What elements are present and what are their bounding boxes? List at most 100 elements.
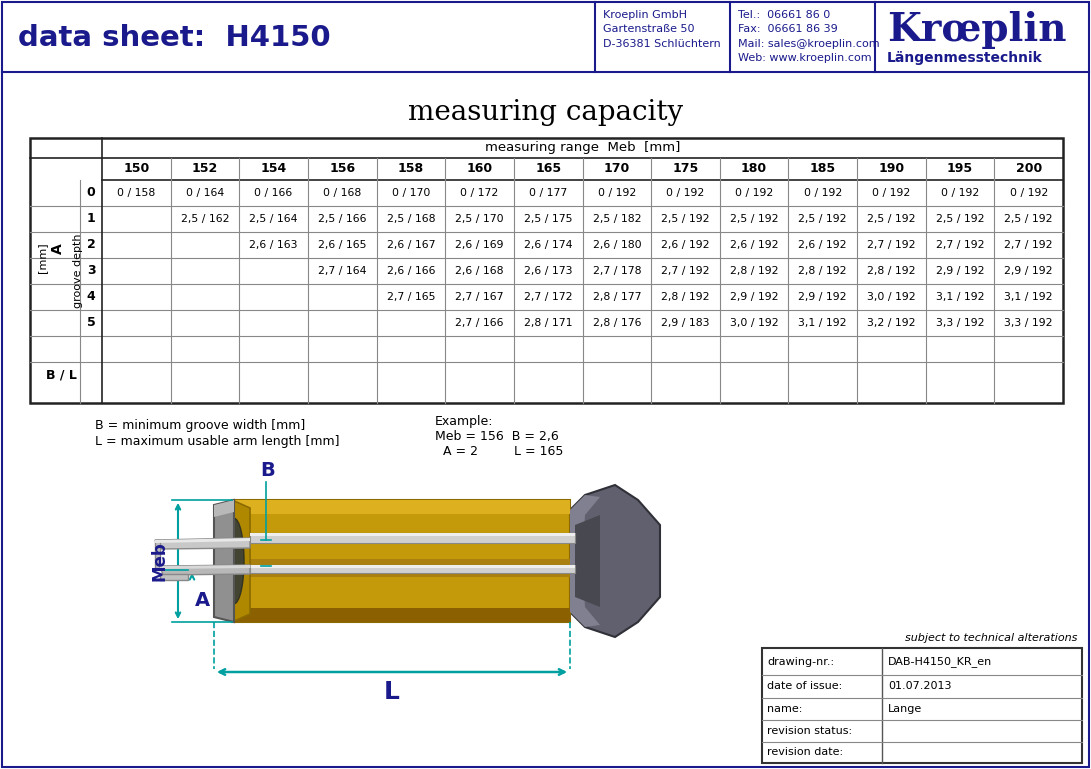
- Polygon shape: [155, 538, 250, 543]
- Text: 154: 154: [261, 162, 287, 175]
- Text: 2,8 / 192: 2,8 / 192: [730, 266, 778, 276]
- Text: 2,7 / 192: 2,7 / 192: [936, 240, 984, 250]
- Text: subject to technical alterations: subject to technical alterations: [904, 633, 1077, 643]
- Text: 2,5 / 192: 2,5 / 192: [799, 214, 847, 224]
- Text: 175: 175: [672, 162, 698, 175]
- Text: B: B: [261, 461, 275, 480]
- Polygon shape: [155, 540, 160, 570]
- Text: measuring range  Meb  [mm]: measuring range Meb [mm]: [484, 141, 680, 155]
- Text: 0 / 172: 0 / 172: [460, 188, 499, 198]
- Text: 0 / 164: 0 / 164: [185, 188, 224, 198]
- Text: 2,9 / 192: 2,9 / 192: [1005, 266, 1053, 276]
- Bar: [762, 648, 1082, 763]
- Text: 2,8 / 171: 2,8 / 171: [524, 318, 573, 328]
- Ellipse shape: [224, 518, 244, 604]
- Text: 3,1 / 192: 3,1 / 192: [936, 292, 984, 302]
- Text: 2,5 / 166: 2,5 / 166: [317, 214, 367, 224]
- Text: 2,5 / 168: 2,5 / 168: [386, 214, 435, 224]
- Bar: [232, 500, 570, 514]
- Text: 2,5 / 192: 2,5 / 192: [936, 214, 984, 224]
- Text: 2,5 / 170: 2,5 / 170: [455, 214, 504, 224]
- Polygon shape: [214, 500, 233, 517]
- Text: Meb: Meb: [151, 541, 169, 581]
- Text: 0 / 192: 0 / 192: [940, 188, 979, 198]
- Text: 2,7 / 192: 2,7 / 192: [1005, 240, 1053, 250]
- Polygon shape: [160, 574, 188, 580]
- Text: 2,5 / 162: 2,5 / 162: [181, 214, 229, 224]
- Text: 3: 3: [86, 265, 95, 278]
- Text: Example:: Example:: [435, 415, 493, 428]
- Text: 2,5 / 164: 2,5 / 164: [250, 214, 298, 224]
- Text: 2: 2: [86, 238, 95, 251]
- Text: 2,7 / 192: 2,7 / 192: [661, 266, 710, 276]
- Text: 150: 150: [123, 162, 149, 175]
- Text: 185: 185: [810, 162, 836, 175]
- Text: 0 / 192: 0 / 192: [804, 188, 842, 198]
- Text: B / L: B / L: [46, 368, 76, 381]
- Text: 2,7 / 192: 2,7 / 192: [867, 240, 915, 250]
- Text: 2,5 / 192: 2,5 / 192: [867, 214, 915, 224]
- Bar: [250, 533, 575, 536]
- Text: 01.07.2013: 01.07.2013: [888, 681, 951, 691]
- Text: 2,7 / 164: 2,7 / 164: [317, 266, 367, 276]
- Text: 2,6 / 168: 2,6 / 168: [455, 266, 504, 276]
- Text: 0 / 192: 0 / 192: [598, 188, 636, 198]
- Text: 2,5 / 192: 2,5 / 192: [730, 214, 778, 224]
- Text: 2,8 / 192: 2,8 / 192: [867, 266, 915, 276]
- Text: 0 / 166: 0 / 166: [254, 188, 292, 198]
- Text: 2,8 / 192: 2,8 / 192: [799, 266, 847, 276]
- Text: Kroeplin GmbH
Gartenstraße 50
D-36381 Schlüchtern: Kroeplin GmbH Gartenstraße 50 D-36381 Sc…: [603, 10, 721, 48]
- Text: L: L: [384, 680, 400, 704]
- Text: 0 / 192: 0 / 192: [735, 188, 774, 198]
- Text: 2,9 / 192: 2,9 / 192: [936, 266, 984, 276]
- Text: 2,6 / 192: 2,6 / 192: [661, 240, 710, 250]
- Polygon shape: [160, 565, 250, 575]
- Text: 0 / 170: 0 / 170: [392, 188, 430, 198]
- Text: 0 / 192: 0 / 192: [667, 188, 705, 198]
- Polygon shape: [575, 515, 600, 607]
- Text: 195: 195: [947, 162, 973, 175]
- Text: groove depth: groove depth: [73, 234, 83, 308]
- Text: 2,7 / 172: 2,7 / 172: [524, 292, 573, 302]
- Polygon shape: [214, 500, 233, 622]
- Text: 2,6 / 165: 2,6 / 165: [317, 240, 367, 250]
- Text: [mm]: [mm]: [37, 243, 47, 273]
- Text: 0 / 192: 0 / 192: [1009, 188, 1047, 198]
- Text: 165: 165: [535, 162, 561, 175]
- Text: 4: 4: [86, 291, 95, 304]
- Text: 2,6 / 192: 2,6 / 192: [730, 240, 778, 250]
- Bar: [232, 608, 570, 622]
- Text: 190: 190: [878, 162, 904, 175]
- Bar: [232, 559, 570, 577]
- Text: 2,8 / 177: 2,8 / 177: [592, 292, 642, 302]
- Text: 2,5 / 175: 2,5 / 175: [524, 214, 573, 224]
- Text: 156: 156: [329, 162, 356, 175]
- Text: 2,9 / 192: 2,9 / 192: [799, 292, 847, 302]
- Text: 2,7 / 166: 2,7 / 166: [455, 318, 504, 328]
- Polygon shape: [232, 500, 250, 622]
- Polygon shape: [160, 565, 250, 569]
- Text: Lange: Lange: [888, 704, 922, 714]
- Text: 0 / 177: 0 / 177: [529, 188, 567, 198]
- Text: 3,3 / 192: 3,3 / 192: [936, 318, 984, 328]
- Text: 3,0 / 192: 3,0 / 192: [730, 318, 778, 328]
- Text: B = minimum groove width [mm]: B = minimum groove width [mm]: [95, 419, 305, 432]
- Text: 2,5 / 192: 2,5 / 192: [661, 214, 710, 224]
- Text: 1: 1: [86, 212, 95, 225]
- Text: DAB-H4150_KR_en: DAB-H4150_KR_en: [888, 657, 992, 667]
- Text: 2,6 / 192: 2,6 / 192: [799, 240, 847, 250]
- Text: 5: 5: [86, 317, 95, 329]
- Text: 2,7 / 167: 2,7 / 167: [455, 292, 504, 302]
- Bar: [250, 533, 575, 543]
- Text: 200: 200: [1016, 162, 1042, 175]
- Text: Tel.:  06661 86 0
Fax:  06661 86 39
Mail: sales@kroeplin.com
Web: www.kroeplin.c: Tel.: 06661 86 0 Fax: 06661 86 39 Mail: …: [738, 10, 879, 63]
- Text: revision status:: revision status:: [767, 726, 852, 736]
- Text: 0 / 192: 0 / 192: [873, 188, 911, 198]
- Text: 2,8 / 176: 2,8 / 176: [592, 318, 642, 328]
- Text: 180: 180: [741, 162, 767, 175]
- Text: A: A: [194, 591, 209, 610]
- Polygon shape: [570, 485, 660, 637]
- Text: data sheet:  H4150: data sheet: H4150: [17, 24, 331, 52]
- Text: 2,8 / 192: 2,8 / 192: [661, 292, 710, 302]
- Text: Krœplin: Krœplin: [887, 11, 1067, 49]
